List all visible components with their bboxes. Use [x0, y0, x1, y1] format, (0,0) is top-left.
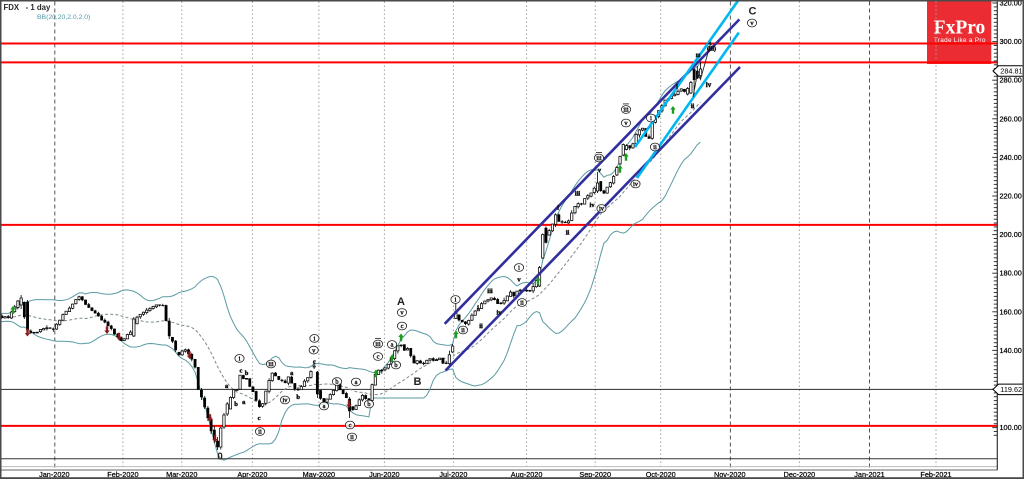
svg-text:b: b [234, 401, 238, 408]
svg-text:a: a [225, 383, 229, 390]
svg-text:v: v [624, 120, 628, 127]
svg-text:i: i [455, 297, 457, 304]
svg-text:v: v [750, 20, 754, 27]
svg-text:iii: iii [696, 53, 701, 59]
svg-text:a: a [355, 379, 358, 386]
svg-text:iii: iii [375, 341, 381, 348]
svg-text:Feb-2021: Feb-2021 [920, 470, 951, 479]
svg-text:c: c [313, 358, 316, 365]
svg-text:iv: iv [589, 202, 595, 209]
svg-text:220.00: 220.00 [1000, 192, 1022, 201]
svg-text:i: i [557, 204, 559, 211]
svg-text:ii: ii [258, 429, 262, 436]
svg-text:(iii): (iii) [707, 45, 716, 52]
svg-text:B: B [414, 376, 422, 388]
svg-text:Jan-2020: Jan-2020 [39, 470, 69, 479]
svg-text:Nov-2020: Nov-2020 [714, 470, 746, 479]
svg-text:Oct-2020: Oct-2020 [646, 470, 676, 479]
svg-text:b: b [335, 379, 338, 386]
svg-text:200.00: 200.00 [1000, 230, 1022, 239]
svg-text:ii: ii [461, 327, 465, 334]
svg-text:iii: iii [596, 155, 602, 162]
svg-text:Jun-2020: Jun-2020 [369, 470, 399, 479]
svg-text:c: c [377, 354, 380, 361]
svg-text:Trade Like a Pro: Trade Like a Pro [934, 37, 986, 44]
svg-text:a: a [323, 403, 326, 410]
svg-text:140.00: 140.00 [1000, 346, 1022, 355]
svg-text:Jan-2021: Jan-2021 [854, 470, 884, 479]
svg-text:iv: iv [706, 81, 712, 89]
svg-text:160.00: 160.00 [1000, 307, 1022, 316]
svg-text:iii: iii [487, 288, 493, 295]
svg-text:ii: ii [479, 323, 483, 330]
svg-text:ii: ii [520, 300, 524, 307]
svg-text:Apr-2020: Apr-2020 [237, 470, 267, 479]
svg-text:i: i [239, 356, 241, 363]
svg-text:240.00: 240.00 [1000, 153, 1022, 162]
svg-text:c: c [240, 368, 243, 375]
svg-text:260.00: 260.00 [1000, 114, 1022, 123]
svg-text:c: c [349, 422, 352, 429]
svg-text:iii: iii [575, 190, 581, 197]
svg-text:ii: ii [566, 229, 570, 236]
svg-text:Mar-2020: Mar-2020 [166, 470, 197, 479]
svg-text:a: a [290, 370, 294, 377]
svg-text:v: v [517, 276, 521, 283]
svg-text:iv: iv [496, 309, 502, 316]
svg-text:FDX - 1 day: FDX - 1 day [4, 3, 51, 12]
svg-text:iv: iv [283, 397, 289, 404]
svg-text:300.00: 300.00 [1000, 37, 1022, 46]
svg-text:i: i [676, 83, 678, 90]
svg-text:Jul-2020: Jul-2020 [439, 470, 467, 479]
svg-text:320.00: 320.00 [1000, 0, 1022, 8]
svg-text:b: b [296, 394, 300, 401]
svg-text:a: a [391, 342, 394, 349]
svg-text:BB(20,20,2.0,2.0): BB(20,20,2.0,2.0) [37, 14, 90, 21]
svg-text:iv: iv [633, 181, 639, 188]
svg-text:c: c [401, 323, 404, 330]
svg-text:Sep-2020: Sep-2020 [579, 470, 611, 479]
svg-text:284.81: 284.81 [1000, 67, 1022, 76]
svg-text:b: b [245, 370, 249, 377]
svg-text:iii: iii [623, 107, 629, 114]
svg-text:ii: ii [653, 144, 657, 151]
svg-text:a: a [242, 399, 246, 406]
svg-text:119.62: 119.62 [1000, 385, 1022, 394]
svg-text:i: i [518, 265, 520, 272]
svg-text:180.00: 180.00 [1000, 269, 1022, 278]
svg-text:v: v [312, 347, 316, 354]
svg-text:Feb-2020: Feb-2020 [107, 470, 138, 479]
svg-text:Dec-2020: Dec-2020 [784, 470, 816, 479]
svg-text:i: i [477, 304, 479, 311]
svg-text:280.00: 280.00 [1000, 76, 1022, 85]
svg-text:v: v [598, 167, 602, 174]
svg-text:0: 0 [217, 452, 223, 463]
svg-text:b: b [394, 362, 397, 369]
svg-text:100.00: 100.00 [1000, 423, 1022, 432]
svg-text:ii: ii [691, 103, 695, 110]
svg-text:May-2020: May-2020 [303, 470, 335, 479]
svg-text:ii: ii [350, 434, 354, 441]
svg-text:iv: iv [599, 206, 605, 213]
svg-text:i: i [314, 336, 316, 343]
svg-text:b: b [367, 401, 370, 408]
svg-text:Aug-2020: Aug-2020 [511, 470, 543, 479]
svg-text:FxPro: FxPro [934, 18, 986, 39]
svg-text:iii: iii [268, 361, 274, 368]
svg-text:v: v [400, 310, 404, 317]
svg-text:A: A [397, 296, 405, 308]
svg-text:c: c [258, 415, 261, 422]
svg-text:C: C [749, 6, 757, 18]
svg-text:i: i [650, 115, 652, 122]
